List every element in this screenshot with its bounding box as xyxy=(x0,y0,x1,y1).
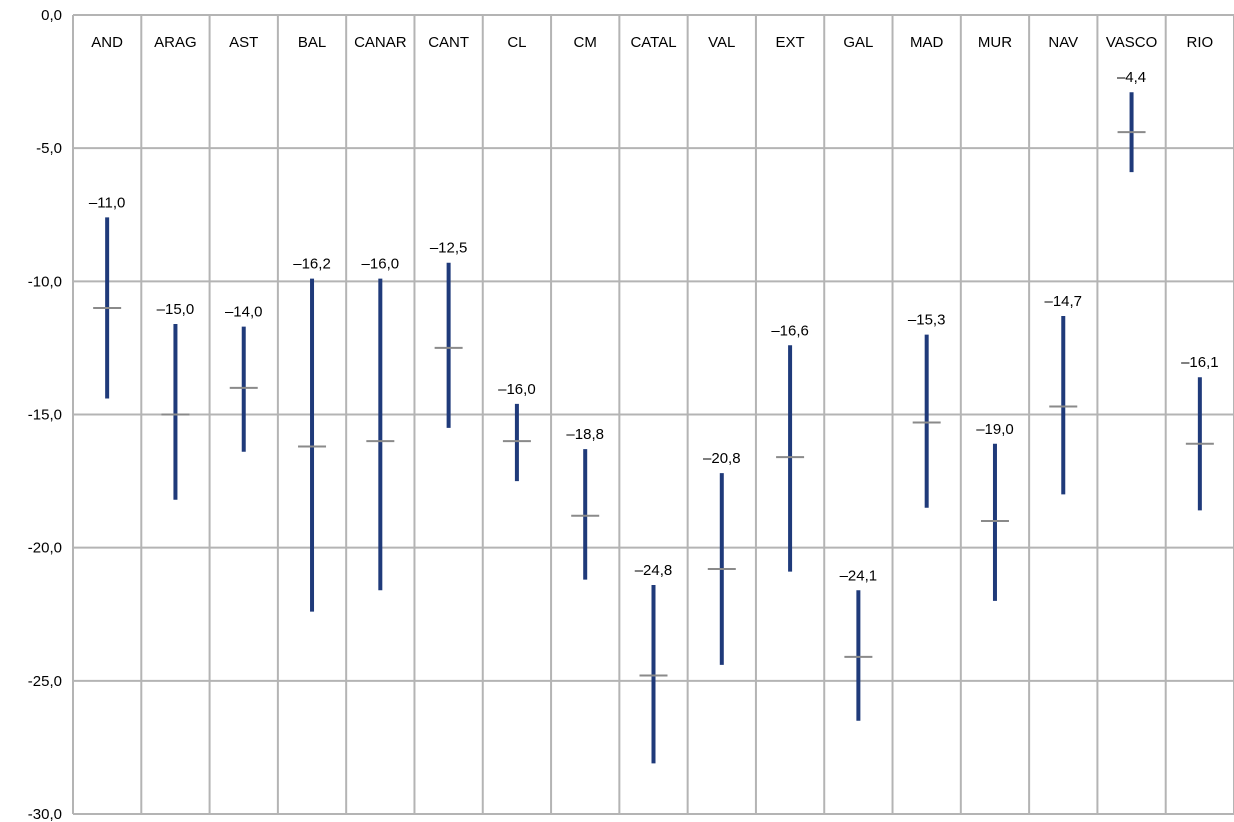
category-label: CATAL xyxy=(630,34,676,51)
value-label: –4,4 xyxy=(1117,69,1146,86)
category-label: VASCO xyxy=(1106,34,1157,51)
value-label: –16,0 xyxy=(498,381,536,398)
y-tick-label: -25,0 xyxy=(28,673,62,690)
y-tick-label: -20,0 xyxy=(28,540,62,557)
value-label: –11,0 xyxy=(89,194,125,211)
category-label: VAL xyxy=(708,34,735,51)
value-label: –12,5 xyxy=(430,240,468,257)
value-label: –20,8 xyxy=(703,450,741,467)
category-label: EXT xyxy=(775,34,804,51)
y-tick-label: -15,0 xyxy=(28,407,62,424)
value-label: –16,6 xyxy=(771,322,809,339)
value-label: –18,8 xyxy=(566,426,604,443)
value-label: –24,8 xyxy=(635,562,673,579)
category-label: GAL xyxy=(843,34,873,51)
x-axis-categories: AND ARAG AST BAL CANAR CANT CL CM CATAL VAL EXT GAL… xyxy=(91,34,1213,51)
y-tick-label: -10,0 xyxy=(28,273,62,290)
value-label: –16,2 xyxy=(293,256,331,273)
category-label: RIO xyxy=(1187,34,1214,51)
y-tick-label: -30,0 xyxy=(28,806,62,822)
value-label: –24,1 xyxy=(840,567,878,584)
value-label: –19,0 xyxy=(976,421,1014,438)
category-label: CL xyxy=(507,34,526,51)
value-label: –15,0 xyxy=(157,301,195,318)
value-label: –16,1 xyxy=(1181,354,1219,371)
category-label: MAD xyxy=(910,34,944,51)
value-label: –14,7 xyxy=(1044,293,1082,310)
category-label: AND xyxy=(91,34,123,51)
value-label: –16,0 xyxy=(362,256,400,273)
y-axis: 0,0 -5,0 -10,0 -15,0 -20,0 -25,0 -30,0 xyxy=(28,7,62,822)
category-label: CANAR xyxy=(354,34,407,51)
category-label: AST xyxy=(229,34,258,51)
category-label: BAL xyxy=(298,34,326,51)
mean-markers xyxy=(93,131,1214,677)
category-label: CANT xyxy=(428,34,469,51)
y-tick-label: -5,0 xyxy=(36,140,62,157)
value-label: –14,0 xyxy=(225,304,263,321)
category-label: ARAG xyxy=(154,34,197,51)
value-label: –15,3 xyxy=(908,312,946,329)
category-label: NAV xyxy=(1048,34,1078,51)
error-bars xyxy=(105,92,1202,764)
category-label: CM xyxy=(574,34,597,51)
value-labels: –11,0 –15,0 –14,0 –16,2 –16,0 –12,5 –16,0 –18,8… xyxy=(89,69,1219,584)
category-label: MUR xyxy=(978,34,1012,51)
grid xyxy=(72,14,1234,815)
y-tick-label: 0,0 xyxy=(41,7,62,24)
